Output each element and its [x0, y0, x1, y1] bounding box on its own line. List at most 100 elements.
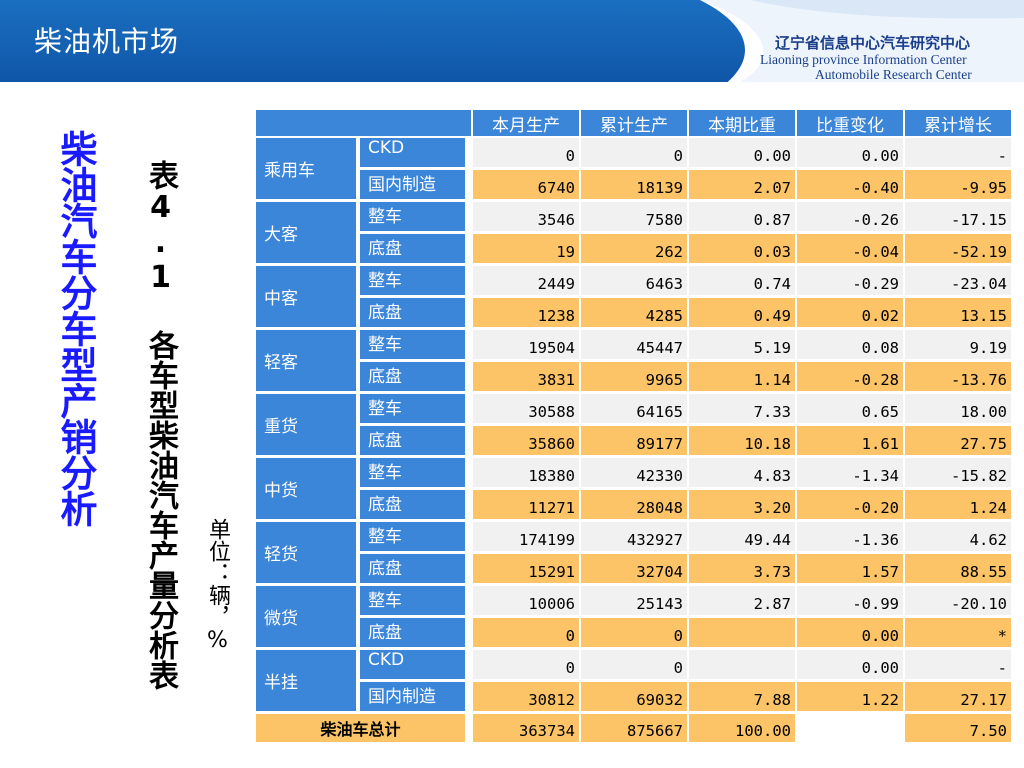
column-header-share-change: 比重变化 — [797, 110, 905, 138]
subcategory-cell: 底盘 — [360, 490, 473, 522]
value-cell: 0.74 — [689, 266, 797, 298]
table-row: 大客 整车 3546 7580 0.87 -0.26 -17.15 — [256, 202, 1013, 266]
value-cell: -17.15 — [905, 202, 1013, 234]
category-cell: 半挂 — [256, 650, 360, 714]
column-header-cumulative: 累计生产 — [581, 110, 689, 138]
table-row: 轻客 整车 19504 45447 5.19 0.08 9.19 — [256, 330, 1013, 394]
value-cell: 0.03 — [689, 234, 797, 266]
value-cell: 0.00 — [797, 650, 905, 682]
value-cell: 4.83 — [689, 458, 797, 490]
value-cell: 19 — [473, 234, 581, 266]
table-row: 国内制造 30812 69032 7.88 1.22 27.17 — [256, 682, 1013, 714]
value-cell: 7.33 — [689, 394, 797, 426]
value-cell: -0.04 — [797, 234, 905, 266]
value-cell: 0.49 — [689, 298, 797, 330]
value-cell: 64165 — [581, 394, 689, 426]
subcategory-cell: 整车 — [360, 330, 473, 362]
subcategory-cell: 整车 — [360, 522, 473, 554]
value-cell: 9.19 — [905, 330, 1013, 362]
subcategory-cell: 国内制造 — [360, 170, 473, 202]
table-row: 底盘 0 0 0.00 * — [256, 618, 1013, 650]
value-cell: 35860 — [473, 426, 581, 458]
value-cell: 0.00 — [797, 618, 905, 650]
value-cell: 2.87 — [689, 586, 797, 618]
value-cell: -0.29 — [797, 266, 905, 298]
value-cell: -0.28 — [797, 362, 905, 394]
value-cell: 2.07 — [689, 170, 797, 202]
value-cell: -1.36 — [797, 522, 905, 554]
value-cell: 0.65 — [797, 394, 905, 426]
subcategory-cell: CKD — [360, 138, 473, 170]
subcategory-cell: 底盘 — [360, 618, 473, 650]
value-cell: 6463 — [581, 266, 689, 298]
subcategory-cell: 底盘 — [360, 298, 473, 330]
page-title: 柴油机市场 — [34, 25, 180, 58]
value-cell: -0.99 — [797, 586, 905, 618]
subcategory-cell: CKD — [360, 650, 473, 682]
table-row: 中货 整车 18380 42330 4.83 -1.34 -15.82 — [256, 458, 1013, 522]
table-row: 底盘 3831 9965 1.14 -0.28 -13.76 — [256, 362, 1013, 394]
value-cell: 0 — [581, 138, 689, 170]
total-cell: 875667 — [581, 714, 689, 742]
value-cell: 69032 — [581, 682, 689, 714]
value-cell: 0 — [473, 650, 581, 682]
value-cell: -23.04 — [905, 266, 1013, 298]
value-cell: - — [905, 138, 1013, 170]
value-cell: 7580 — [581, 202, 689, 234]
value-cell: 0 — [473, 138, 581, 170]
value-cell: 49.44 — [689, 522, 797, 554]
value-cell: -1.34 — [797, 458, 905, 490]
value-cell: 27.17 — [905, 682, 1013, 714]
subcategory-cell: 整车 — [360, 266, 473, 298]
value-cell: 10006 — [473, 586, 581, 618]
subcategory-cell: 整车 — [360, 202, 473, 234]
value-cell: 174199 — [473, 522, 581, 554]
value-cell: 4.62 — [905, 522, 1013, 554]
column-header-growth: 累计增长 — [905, 110, 1013, 138]
category-cell: 乘用车 — [256, 138, 360, 202]
value-cell: 9965 — [581, 362, 689, 394]
value-cell: 19504 — [473, 330, 581, 362]
unit-label: 单位：辆，% — [205, 518, 230, 653]
table-row: 底盘 19 262 0.03 -0.04 -52.19 — [256, 234, 1013, 266]
value-cell: 13.15 — [905, 298, 1013, 330]
value-cell: * — [905, 618, 1013, 650]
subcategory-cell: 底盘 — [360, 554, 473, 586]
org-name-cn-part2: 汽车研究中心 — [880, 34, 971, 52]
table-row: 乘用车 CKD 0 0 0.00 0.00- — [256, 138, 1013, 202]
value-cell: 5.19 — [689, 330, 797, 362]
value-cell: 3.20 — [689, 490, 797, 522]
header-blank-cell — [256, 110, 473, 138]
value-cell — [689, 618, 797, 650]
value-cell: 30588 — [473, 394, 581, 426]
total-cell: 363734 — [473, 714, 581, 742]
table-row: 底盘 1238 4285 0.49 0.02 13.15 — [256, 298, 1013, 330]
value-cell: 7.88 — [689, 682, 797, 714]
value-cell: 18380 — [473, 458, 581, 490]
value-cell: 0 — [581, 650, 689, 682]
table-row: 中客 整车 2449 6463 0.74 -0.29 -23.04 — [256, 266, 1013, 330]
value-cell: 0.00 — [689, 138, 797, 170]
table-row: 轻货 整车 174199 432927 49.44 -1.36 4.62 — [256, 522, 1013, 586]
total-label: 柴油车总计 — [256, 714, 473, 742]
value-cell: 28048 — [581, 490, 689, 522]
value-cell: 1.57 — [797, 554, 905, 586]
value-cell: 10.18 — [689, 426, 797, 458]
category-cell: 中客 — [256, 266, 360, 330]
table-body: 乘用车 CKD 0 0 0.00 0.00- 国内制造 6740 18139 2.07 -0.40-… — [256, 138, 1013, 714]
category-cell: 轻客 — [256, 330, 360, 394]
value-cell: -13.76 — [905, 362, 1013, 394]
value-cell: 2449 — [473, 266, 581, 298]
org-name-cn: 辽宁省信息中心汽车研究中心 — [775, 32, 970, 53]
value-cell: 0 — [473, 618, 581, 650]
org-name-cn-part1: 辽宁省信息中心 — [775, 34, 881, 52]
value-cell: 1.22 — [797, 682, 905, 714]
subcategory-cell: 整车 — [360, 394, 473, 426]
value-cell: 32704 — [581, 554, 689, 586]
table-row: 微货 整车 10006 25143 2.87 -0.99 -20.10 — [256, 586, 1013, 650]
value-cell: -0.26 — [797, 202, 905, 234]
table-row: 半挂 CKD 0 0 0.00- — [256, 650, 1013, 714]
column-header-share: 本期比重 — [689, 110, 797, 138]
value-cell: 1238 — [473, 298, 581, 330]
value-cell: 18.00 — [905, 394, 1013, 426]
